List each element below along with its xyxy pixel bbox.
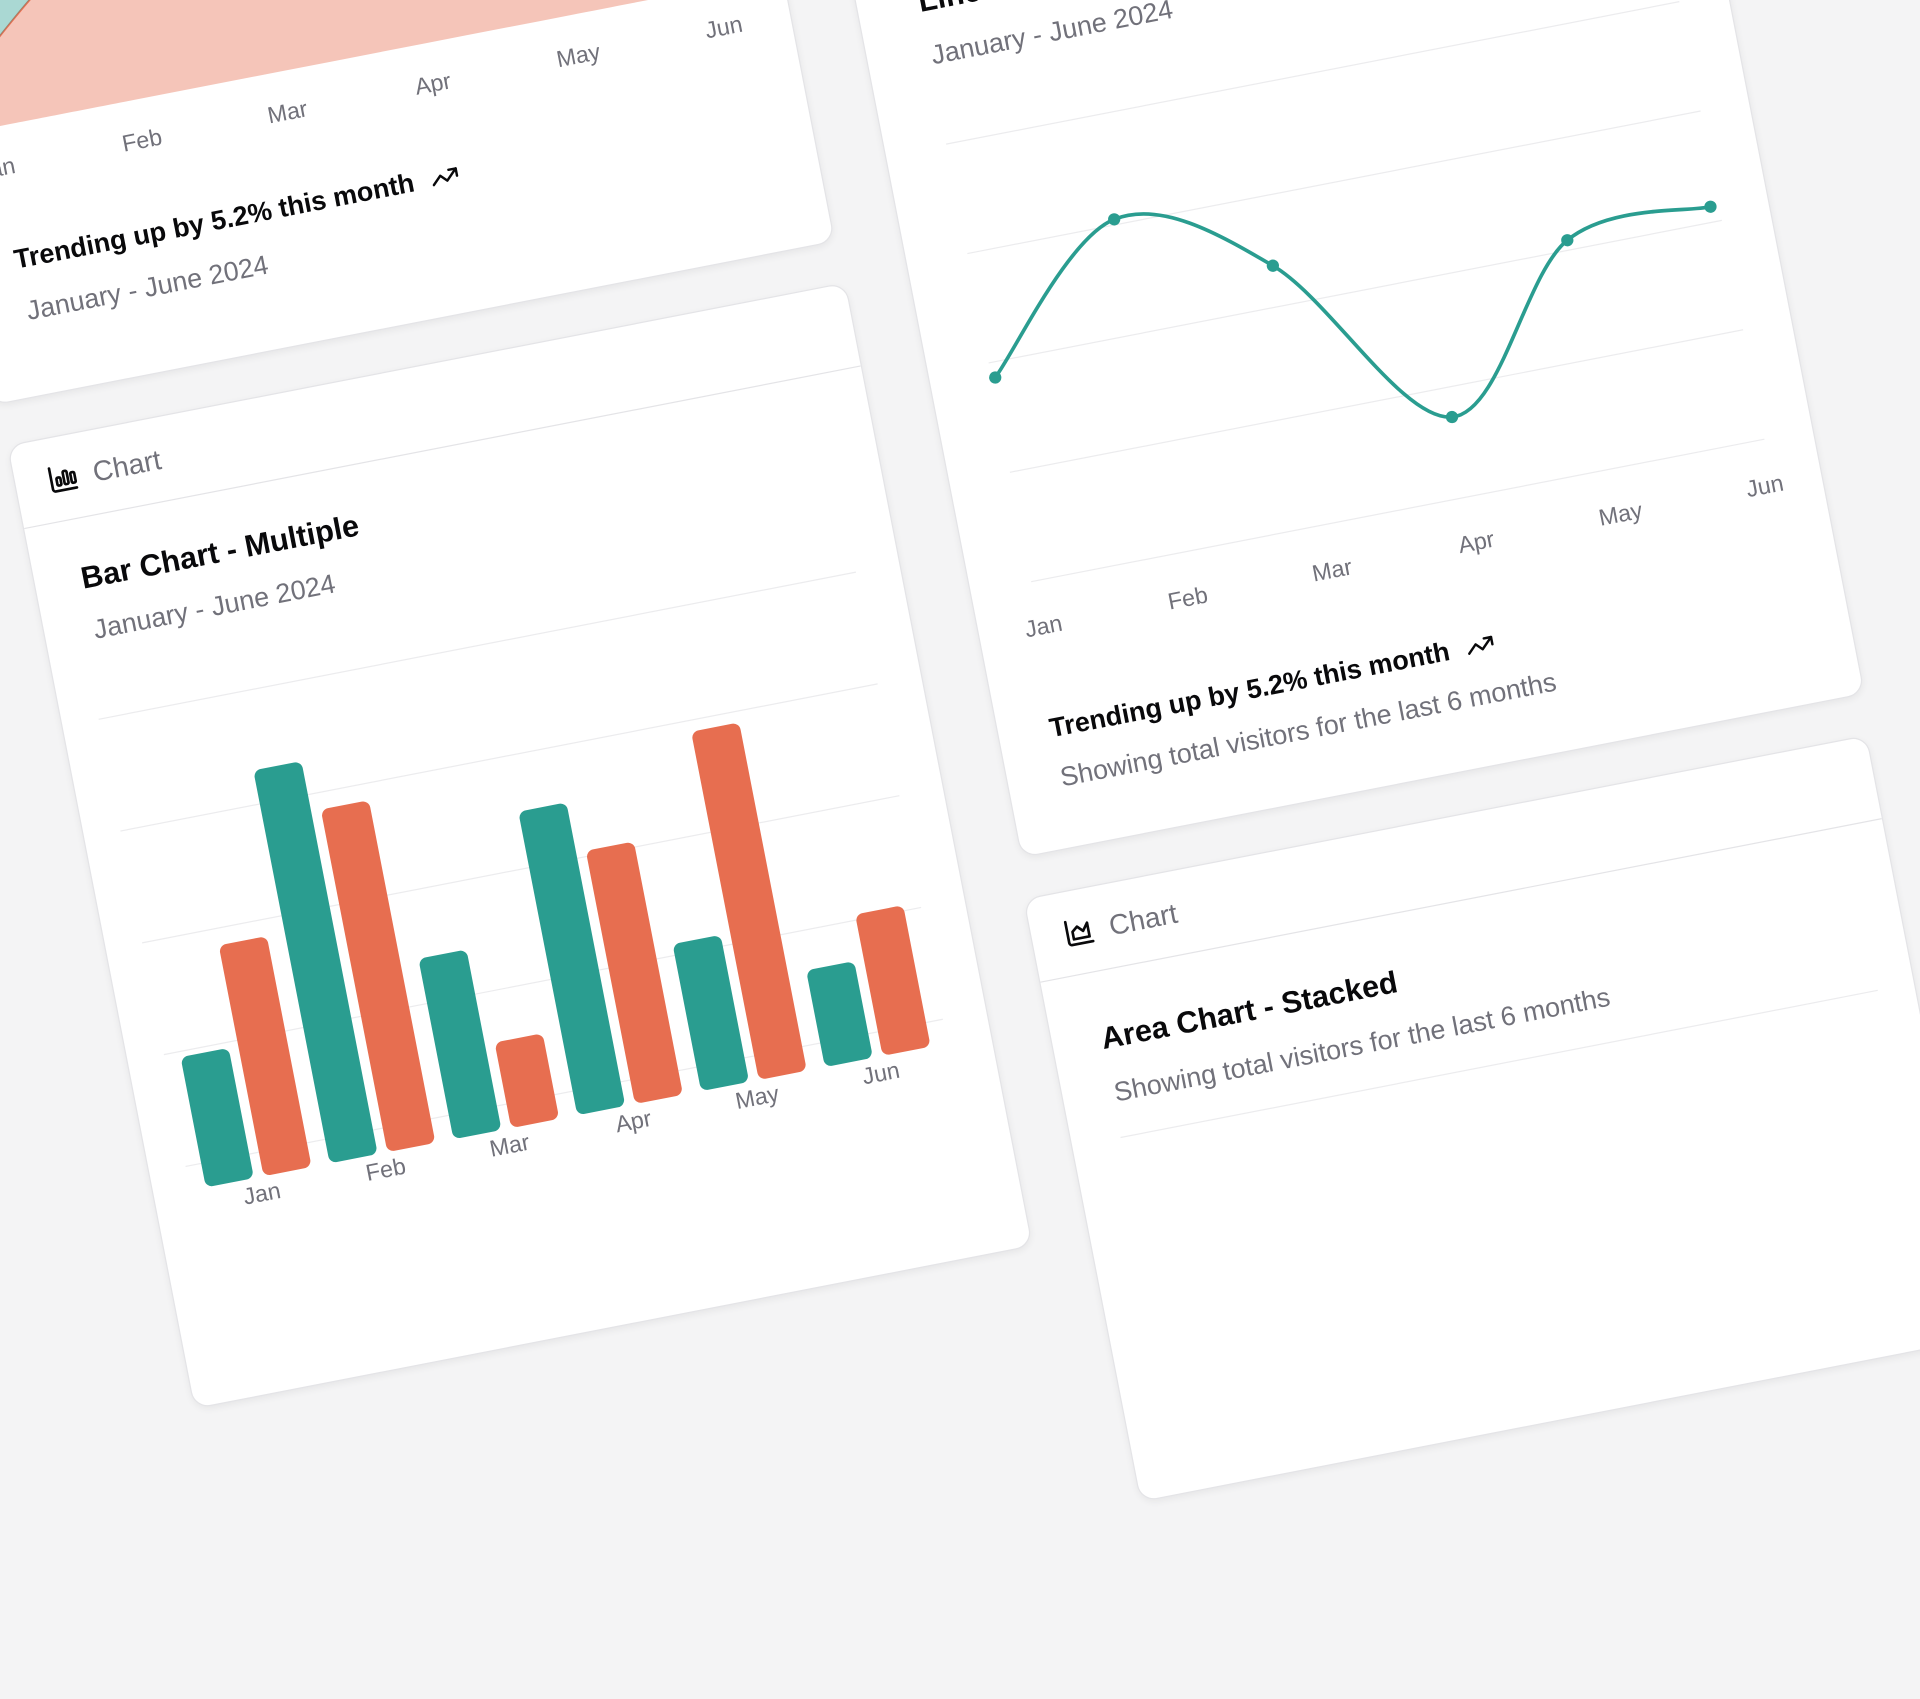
gridline [1009, 329, 1744, 473]
bar-chart-card: Chart Bar Chart - Multiple January - Jun… [6, 282, 1034, 1410]
x-axis-label-may: May [733, 1080, 781, 1114]
x-axis-label-apr: Apr [613, 1105, 654, 1137]
bar-chart-icon [47, 467, 79, 493]
bar-feb-0 [254, 762, 377, 1163]
gridline [1031, 438, 1765, 583]
trending-up-icon [433, 167, 459, 187]
area-chart-icon [1063, 920, 1095, 947]
stacked-area-card: Chart Area Chart - Stacked Showing total… [1022, 734, 1920, 1503]
bar-mar-1 [495, 1034, 558, 1127]
x-axis-label-feb: Feb [1166, 581, 1210, 614]
trend-summary: Trending up by 5.2% this month [11, 158, 462, 276]
bar-apr-0 [519, 803, 625, 1114]
x-axis-label-feb: Feb [364, 1153, 408, 1186]
x-axis-label-mar: Mar [487, 1129, 532, 1162]
x-axis-label-may: May [1596, 497, 1644, 531]
bar-apr-1 [587, 842, 682, 1103]
gridline [98, 571, 857, 720]
line-point-may [1561, 234, 1574, 247]
gridline [120, 683, 878, 832]
x-axis-label-jun: Jun [703, 11, 745, 44]
x-axis-label-may: May [554, 38, 602, 72]
line-series [993, 204, 1711, 419]
x-axis-label-jun: Jun [860, 1057, 902, 1090]
line-chart-card: Line Chart January - June 2024 JanFebMar… [832, 0, 1866, 859]
card-header: Chart [8, 283, 861, 530]
x-axis-label-jan: Jan [0, 152, 17, 185]
bar-jun-1 [856, 906, 930, 1055]
x-axis-label-feb: Feb [120, 124, 164, 157]
gridline [967, 110, 1701, 255]
gridline [946, 1, 1680, 145]
gridline [163, 906, 922, 1056]
line-point-jan [989, 371, 1002, 384]
x-axis-label-apr: Apr [1456, 526, 1497, 558]
area-chart-plot: Jan Feb Mar Apr May Jun [0, 0, 745, 185]
x-axis-label-jun: Jun [1744, 470, 1786, 503]
x-axis-label-jan: Jan [241, 1177, 283, 1210]
bar-may-1 [692, 723, 806, 1079]
x-axis-label-apr: Apr [413, 67, 454, 99]
header-label: Chart [1106, 896, 1180, 941]
area-series-0 [0, 0, 716, 129]
x-axis-label-mar: Mar [1310, 553, 1355, 586]
gridline [141, 795, 900, 944]
x-axis-label-jan: Jan [1023, 610, 1065, 643]
area-chart-card: Jan Feb Mar Apr May Jun Trending up by 5.2% t… [0, 0, 836, 406]
bar-chart-plot: Jan Feb Mar Apr May Jun [98, 571, 943, 1210]
bar-mar-0 [419, 950, 501, 1139]
x-axis-label-mar: Mar [265, 95, 310, 128]
line-chart-plot: Jan Feb Mar Apr May Jun [946, 1, 1786, 643]
line-point-apr [1445, 410, 1459, 424]
gridline [988, 219, 1722, 364]
card-header: Chart [1024, 736, 1882, 983]
trend-summary: Trending up by 5.2% this month [1047, 627, 1498, 745]
trending-up-icon [1468, 635, 1495, 655]
bar-feb-1 [322, 801, 435, 1151]
line-point-jun [1704, 200, 1717, 213]
bar-may-0 [673, 936, 748, 1090]
line-point-mar [1266, 259, 1279, 272]
bar-jun-0 [807, 962, 872, 1066]
line-point-feb [1108, 213, 1121, 226]
